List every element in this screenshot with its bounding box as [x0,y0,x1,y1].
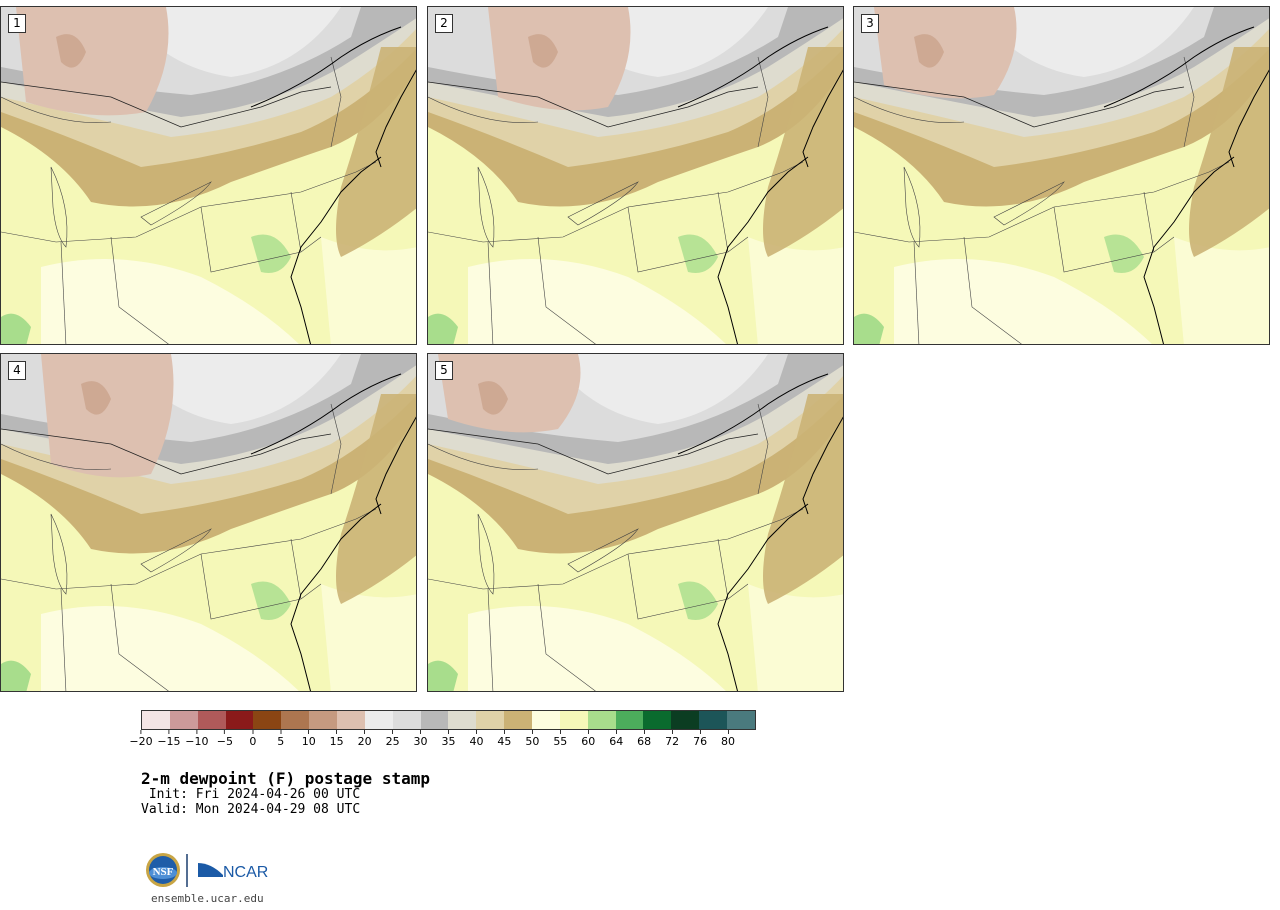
colorbar-tick-label: −10 [185,730,208,748]
colorbar-tick-label: −20 [129,730,152,748]
colorbar [141,710,756,730]
colorbar-swatch [532,711,560,729]
panel-label-4: 4 [8,361,26,380]
dewpoint-map-2 [428,7,843,344]
colorbar-swatch [337,711,365,729]
colorbar-swatch [392,711,421,729]
colorbar-tick-label: 80 [721,730,735,748]
colorbar-swatch [559,711,588,729]
colorbar-swatch [643,711,672,729]
dewpoint-map-4 [1,354,416,691]
panel-label-3: 3 [861,14,879,33]
dewpoint-map-3 [854,7,1269,344]
colorbar-tick-label: 0 [249,730,256,748]
svg-text:NSF: NSF [153,866,174,878]
colorbar-tick-label: 40 [469,730,483,748]
colorbar-tick-label: −15 [157,730,180,748]
colorbar-swatch [169,711,198,729]
colorbar-tick-label: 55 [553,730,567,748]
colorbar-tick-label: −5 [217,730,233,748]
colorbar-swatch [476,711,505,729]
colorbar-swatch [225,711,254,729]
colorbar-tick-label: 15 [330,730,344,748]
ncar-logo-icon: NCAR [198,861,268,881]
colorbar-swatch [197,711,226,729]
colorbar-tick-label: 5 [277,730,284,748]
dewpoint-map-5 [428,354,843,691]
dewpoint-map-1 [1,7,416,344]
colorbar-tick-label: 72 [665,730,679,748]
nsf-seal-icon: NSF [146,853,180,887]
valid-time: Valid: Mon 2024-04-29 08 UTC [141,802,361,817]
panel-label-1: 1 [8,14,26,33]
panel-label-5: 5 [435,361,453,380]
nsf-ncar-logo: NSF NCAR [146,853,268,887]
colorbar-tick-label: 35 [442,730,456,748]
colorbar-tick-label: 76 [693,730,707,748]
colorbar-swatch [420,711,449,729]
colorbar-tick-label: 10 [302,730,316,748]
colorbar-tick-label: 30 [414,730,428,748]
colorbar-swatch [364,711,393,729]
colorbar-swatch [448,711,477,729]
colorbar-swatch [309,711,338,729]
colorbar-swatch [671,711,700,729]
panel-label-2: 2 [435,14,453,33]
colorbar-tick-label: 50 [525,730,539,748]
map-panel-2: 2 [427,6,844,345]
colorbar-tick-label: 68 [637,730,651,748]
colorbar-ticks: −20 −15 −10 −5 0 5 10 15 20 25 30 35 40 45 50 55 60 64 68 7… [129,730,756,752]
colorbar-swatch [253,711,282,729]
chart-title: 2-m dewpoint (F) postage stamp [141,769,430,788]
colorbar-tick-label: 20 [358,730,372,748]
colorbar-swatch [699,711,728,729]
colorbar-swatch [727,711,755,729]
colorbar-swatch [142,711,170,729]
colorbar-tick-label: 25 [386,730,400,748]
colorbar-swatch [587,711,616,729]
colorbar-tick-label: 45 [497,730,511,748]
colorbar-tick-label: 60 [581,730,595,748]
footer-url[interactable]: ensemble.ucar.edu [151,892,264,905]
colorbar-swatch [281,711,310,729]
colorbar-swatch [615,711,644,729]
svg-text:NCAR: NCAR [223,864,268,881]
map-panel-4: 4 [0,353,417,692]
map-panel-3: 3 [853,6,1270,345]
map-panel-1: 1 [0,6,417,345]
map-panel-5: 5 [427,353,844,692]
init-time: Init: Fri 2024-04-26 00 UTC [141,787,361,802]
colorbar-swatch [504,711,533,729]
colorbar-tick-label: 64 [609,730,623,748]
